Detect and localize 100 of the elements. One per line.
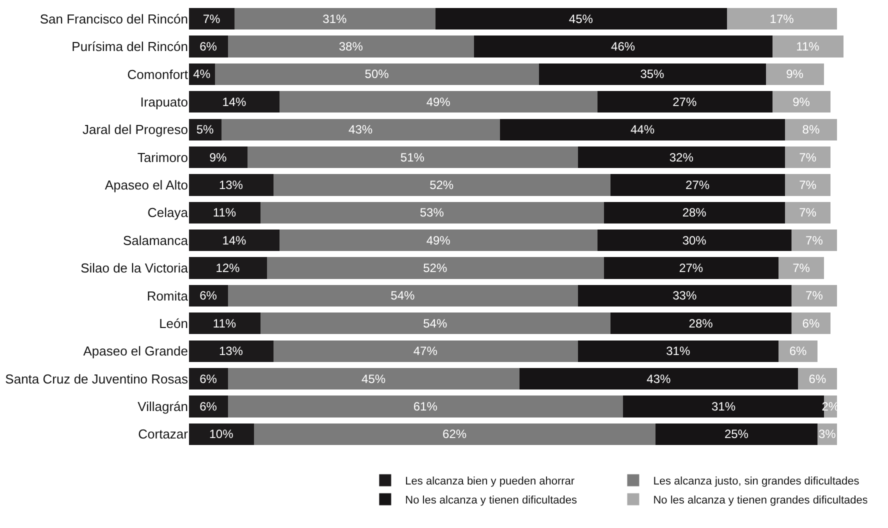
data-label: 28% [688, 316, 714, 330]
data-label: 9% [786, 67, 804, 82]
data-label: 54% [423, 316, 448, 330]
bar [214, 63, 539, 86]
data-label: 49% [426, 94, 451, 109]
data-label: 7% [792, 261, 810, 276]
bar [247, 146, 578, 168]
data-label: 6% [200, 399, 218, 414]
bar [726, 8, 838, 30]
y-tick-label: San Francisco del Rincón [40, 11, 188, 26]
data-label: 50% [364, 67, 390, 82]
bar [785, 118, 838, 140]
data-label: 9% [209, 150, 227, 164]
bar [604, 202, 786, 224]
data-label: 7% [799, 178, 817, 192]
y-tick-label: León [159, 316, 188, 331]
bar [604, 257, 779, 279]
data-label: 46% [611, 40, 636, 54]
y-tick-label: Jaral del Progreso [82, 122, 188, 138]
data-label: 11% [212, 206, 236, 220]
data-label: 11% [212, 316, 236, 330]
data-label: 3% [818, 427, 836, 442]
data-label: 6% [200, 40, 218, 54]
data-label: 43% [348, 122, 373, 137]
bar [189, 91, 280, 113]
data-label: 38% [338, 40, 364, 54]
legend-label: Les alcanza bien y pueden ahorrar [405, 476, 575, 488]
data-label: 4% [193, 67, 211, 82]
bar [578, 284, 792, 307]
data-label: 10% [209, 427, 234, 442]
data-label: 11% [796, 40, 820, 54]
y-tick-label: Celaya [148, 205, 189, 220]
data-label: 17% [770, 12, 794, 26]
bar [189, 396, 228, 418]
data-label: 27% [679, 261, 704, 276]
bar [474, 36, 772, 58]
y-tick-label: Romita [146, 288, 189, 304]
bar [189, 230, 280, 252]
bar [189, 36, 228, 58]
data-label: 6% [789, 344, 808, 358]
data-label: 30% [682, 233, 707, 248]
bar [435, 8, 727, 30]
data-label: 45% [568, 12, 594, 26]
y-tick-label: Villagrán [138, 399, 188, 414]
y-tick-label: Santa Cruz de Juventino Rosas [5, 371, 188, 386]
data-label: 27% [672, 94, 697, 109]
legend-label: Les alcanza justo, sin grandes dificultades [653, 476, 860, 488]
bar [597, 91, 772, 113]
bar [785, 146, 831, 168]
data-label: 25% [724, 427, 749, 442]
data-label: 13% [218, 344, 244, 358]
data-label: 7% [799, 150, 817, 164]
data-label: 5% [196, 122, 214, 137]
bar [578, 340, 779, 362]
data-label: 7% [799, 206, 817, 220]
bar [260, 202, 604, 224]
data-label: 31% [711, 399, 736, 414]
data-label: 8% [802, 122, 820, 137]
data-label: 9% [792, 94, 810, 109]
bar [798, 368, 838, 390]
bar [656, 423, 818, 445]
data-label: 12% [216, 261, 240, 276]
bar [778, 257, 824, 279]
legend-label: No les alcanza y tienen dificultades [405, 494, 578, 507]
bar [792, 230, 838, 252]
data-label: 27% [686, 178, 710, 192]
data-label: 47% [413, 344, 438, 358]
bar [189, 284, 228, 307]
bar [260, 312, 610, 334]
data-label: 28% [682, 206, 707, 220]
bar [538, 63, 766, 86]
bar [189, 202, 260, 224]
bar [266, 257, 604, 279]
data-label: 32% [669, 150, 694, 164]
bar [772, 36, 844, 58]
bar [189, 423, 254, 445]
data-label: 14% [222, 233, 247, 248]
bar [273, 340, 578, 362]
data-label: 31% [666, 344, 690, 358]
bar [189, 174, 274, 196]
data-label: 44% [630, 122, 655, 137]
bar [785, 174, 831, 196]
bar [228, 284, 578, 307]
bar [234, 8, 436, 30]
bar [772, 91, 831, 113]
data-label: 6% [802, 316, 820, 330]
bar [280, 91, 598, 113]
bar [228, 368, 520, 390]
bar [520, 368, 798, 390]
y-tick-label: Silao de la Victoria [80, 260, 189, 276]
data-label: 33% [672, 288, 697, 303]
data-label: 51% [400, 150, 425, 164]
bar [778, 340, 818, 362]
bar [228, 396, 624, 418]
data-label: 43% [646, 372, 672, 386]
bar [221, 118, 500, 140]
data-label: 61% [413, 399, 438, 414]
data-label: 62% [442, 427, 467, 442]
legend-label: No les alcanza y tienen grandes dificultades [653, 494, 868, 507]
bar [254, 423, 656, 445]
